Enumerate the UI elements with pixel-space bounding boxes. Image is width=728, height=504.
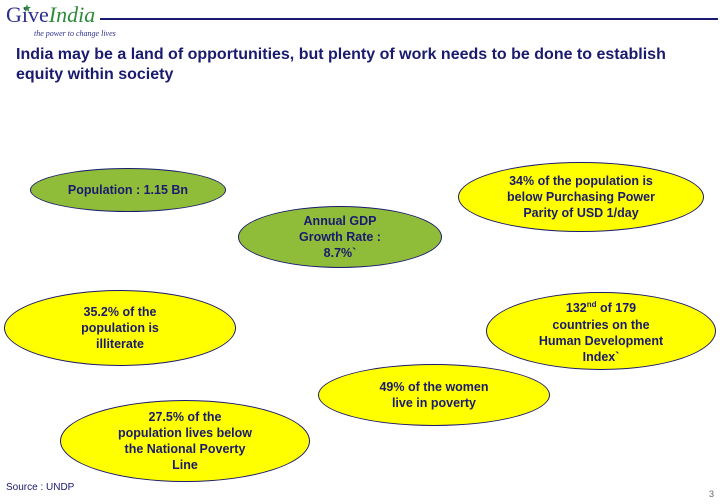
hdi-rank: 132 <box>565 301 587 316</box>
women-poverty-ellipse: 49% of the women live in poverty <box>318 364 550 426</box>
illiterate-ellipse: 35.2% of the population is illiterate <box>4 290 236 366</box>
population-text: Population : 1.15 Bn <box>67 183 189 197</box>
gdp-ellipse: Annual GDP Growth Rate : 8.7%` <box>238 206 442 268</box>
hdi-rank-suffix: nd <box>586 300 597 310</box>
ppp-text: 34% of the population is below Purchasin… <box>507 174 655 220</box>
gdp-text: Annual GDP Growth Rate : 8.7%` <box>299 214 381 260</box>
logo-tagline: the power to change lives <box>34 29 116 38</box>
illiterate-text: 35.2% of the population is illiterate <box>81 305 159 351</box>
women-poverty-text: 49% of the women live in poverty <box>379 380 489 410</box>
below-poverty-ellipse: 27.5% of the population lives below the … <box>60 400 310 482</box>
slide-title: India may be a land of opportunities, bu… <box>16 46 666 83</box>
hdi-rest: of 179 countries on the Human Developmen… <box>538 301 664 364</box>
logo-india: India <box>48 2 96 27</box>
header-divider <box>100 18 718 20</box>
population-ellipse: Population : 1.15 Bn <box>30 168 226 212</box>
page-number: 3 <box>708 489 714 499</box>
source-note: Source : UNDP <box>6 482 75 493</box>
logo-wordmark: GiveIndia <box>6 2 95 28</box>
ppp-ellipse: 34% of the population is below Purchasin… <box>458 162 704 232</box>
hdi-ellipse: 132nd of 179 countries on the Human Deve… <box>486 292 716 370</box>
giveindia-logo: GiveIndia the power to change lives <box>4 2 116 42</box>
star-icon <box>23 4 31 12</box>
hdi-text: 132nd of 179 countries on the Human Deve… <box>539 297 663 364</box>
below-poverty-text: 27.5% of the population lives below the … <box>117 410 253 472</box>
